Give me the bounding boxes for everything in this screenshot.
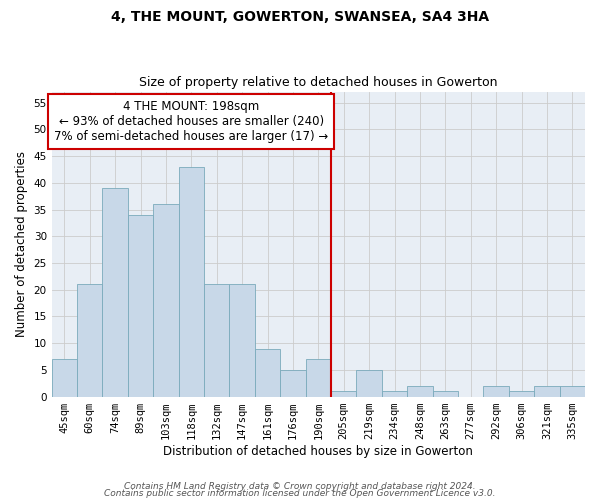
Y-axis label: Number of detached properties: Number of detached properties <box>15 152 28 338</box>
Text: Contains HM Land Registry data © Crown copyright and database right 2024.: Contains HM Land Registry data © Crown c… <box>124 482 476 491</box>
Bar <box>305 359 331 397</box>
Bar <box>204 284 229 397</box>
Bar <box>229 284 255 397</box>
X-axis label: Distribution of detached houses by size in Gowerton: Distribution of detached houses by size … <box>163 444 473 458</box>
Bar <box>280 370 305 396</box>
Bar <box>331 391 356 396</box>
Bar <box>509 391 534 396</box>
Bar <box>103 188 128 396</box>
Bar <box>179 167 204 396</box>
Bar <box>534 386 560 396</box>
Bar <box>560 386 585 396</box>
Bar <box>77 284 103 397</box>
Text: 4, THE MOUNT, GOWERTON, SWANSEA, SA4 3HA: 4, THE MOUNT, GOWERTON, SWANSEA, SA4 3HA <box>111 10 489 24</box>
Bar <box>382 391 407 396</box>
Bar <box>433 391 458 396</box>
Bar <box>128 215 153 396</box>
Bar <box>153 204 179 396</box>
Bar <box>484 386 509 396</box>
Text: 4 THE MOUNT: 198sqm
← 93% of detached houses are smaller (240)
7% of semi-detach: 4 THE MOUNT: 198sqm ← 93% of detached ho… <box>54 100 328 143</box>
Bar <box>356 370 382 396</box>
Bar <box>255 348 280 397</box>
Text: Contains public sector information licensed under the Open Government Licence v3: Contains public sector information licen… <box>104 490 496 498</box>
Title: Size of property relative to detached houses in Gowerton: Size of property relative to detached ho… <box>139 76 497 90</box>
Bar <box>52 359 77 397</box>
Bar <box>407 386 433 396</box>
